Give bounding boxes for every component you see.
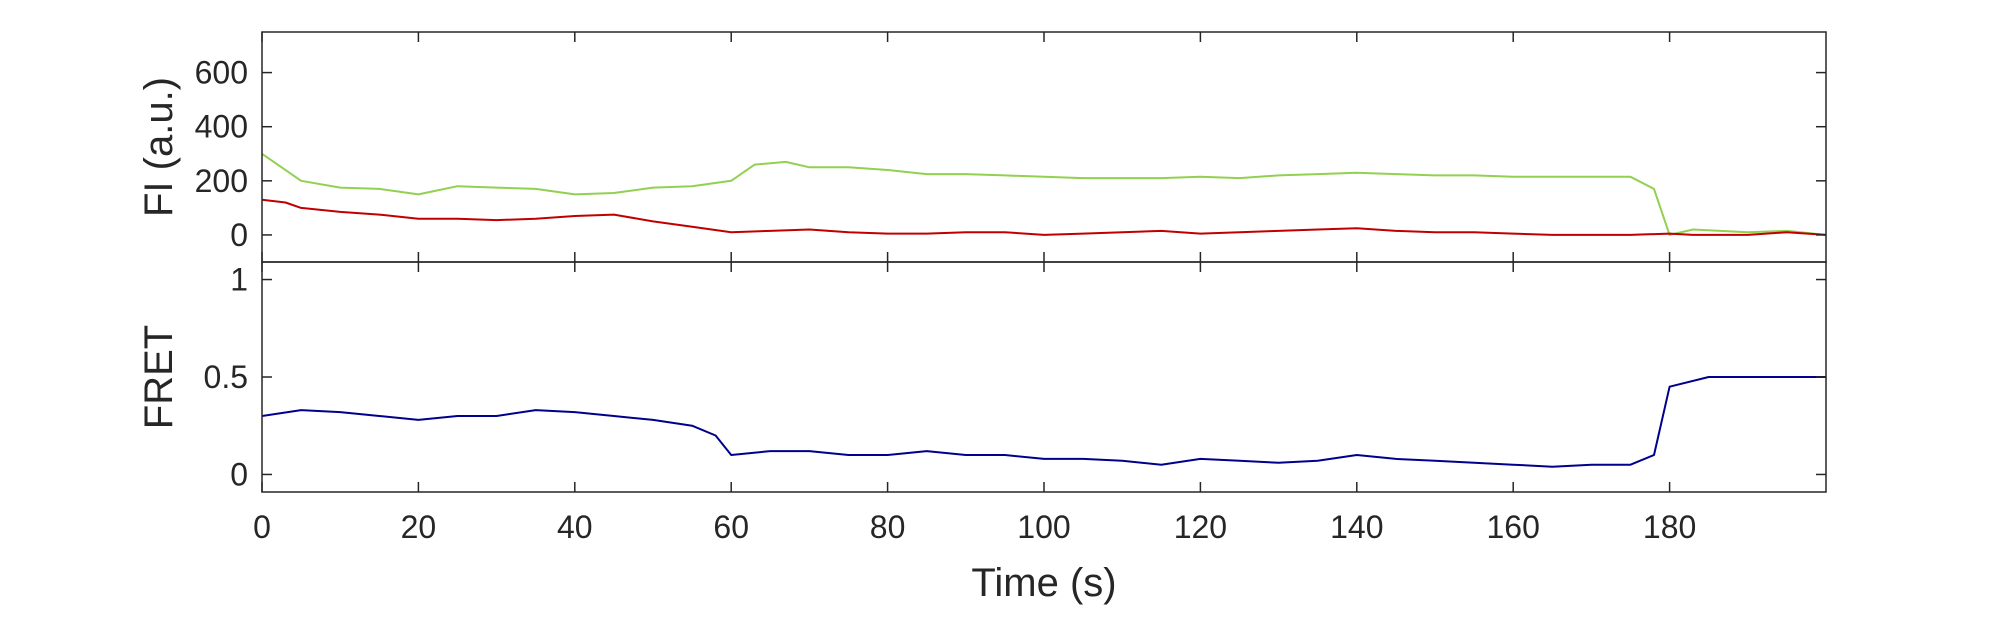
fluorescence-panel: 0 200 400 600 FI (a.u.) — [137, 31, 1827, 263]
x-tick-label: 160 — [1487, 509, 1540, 545]
x-tick-label: 0 — [253, 509, 271, 545]
y-tick-label: 600 — [195, 55, 248, 91]
fret-panel: 00.51 0 20 40 60 80 100 120 140 160 180 FRET Time… — [137, 32, 1827, 605]
fluorescence-plot-area — [262, 152, 1826, 236]
x-tick-label: 40 — [557, 509, 593, 545]
fret-y-ticks: 00.51 — [204, 262, 1826, 492]
y-tick-label: 0.5 — [204, 359, 248, 395]
x-tick-label: 20 — [401, 509, 437, 545]
fret-plot-area — [262, 376, 1826, 468]
fret-y-axis-label: FRET — [137, 325, 181, 429]
y-tick-label: 0 — [230, 456, 248, 492]
series-group — [262, 152, 1826, 236]
series-group — [262, 376, 1826, 468]
x-tick-label: 140 — [1330, 509, 1383, 545]
x-tick-label: 120 — [1174, 509, 1227, 545]
y-tick-label: 0 — [230, 217, 248, 253]
y-tick-label: 1 — [230, 262, 248, 298]
x-tick-label: 100 — [1017, 509, 1070, 545]
series-line-0 — [262, 376, 1826, 468]
y-tick-label: 400 — [195, 109, 248, 145]
time-x-ticks: 0 20 40 60 80 100 120 140 160 180 — [253, 32, 1696, 545]
series-line-0 — [262, 152, 1826, 236]
time-x-axis-label: Time (s) — [971, 561, 1116, 605]
x-tick-label: 60 — [713, 509, 749, 545]
fluorescence-y-axis-label: FI (a.u.) — [137, 77, 181, 217]
x-tick-label: 180 — [1643, 509, 1696, 545]
fluorescence-y-ticks: 0 200 400 600 — [195, 55, 1826, 253]
series-line-1 — [262, 198, 1826, 236]
y-tick-label: 200 — [195, 163, 248, 199]
x-tick-label: 80 — [870, 509, 906, 545]
